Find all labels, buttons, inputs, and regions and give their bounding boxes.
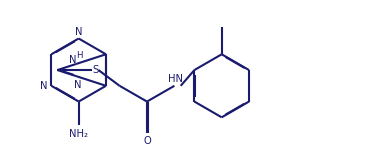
Text: S: S <box>93 65 99 75</box>
Text: O: O <box>143 136 151 146</box>
Text: N: N <box>69 55 77 65</box>
Text: NH₂: NH₂ <box>69 129 88 139</box>
Text: N: N <box>40 81 47 91</box>
Text: N: N <box>74 80 81 90</box>
Text: HN: HN <box>169 74 183 84</box>
Text: N: N <box>75 27 82 37</box>
Text: H: H <box>76 51 82 60</box>
